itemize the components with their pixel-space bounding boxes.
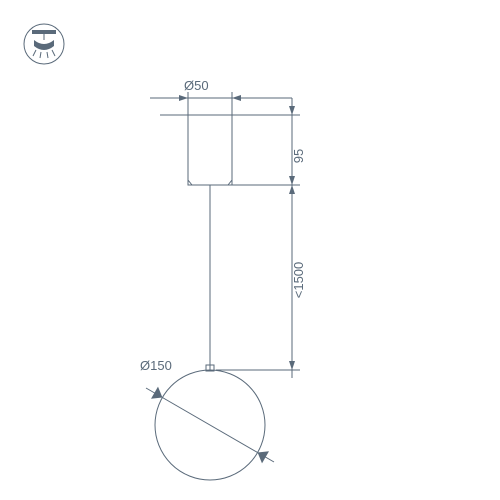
mount-icon <box>24 24 64 64</box>
globe-dim-label: Ø150 <box>140 358 172 373</box>
top-dimension <box>150 92 292 115</box>
right-dimensions <box>216 98 300 378</box>
top-dim-label: Ø50 <box>184 78 209 93</box>
globe <box>146 370 274 480</box>
canopy <box>188 115 232 185</box>
canopy-height-label: 95 <box>291 149 306 163</box>
cable-length-label: <1500 <box>291 262 306 299</box>
